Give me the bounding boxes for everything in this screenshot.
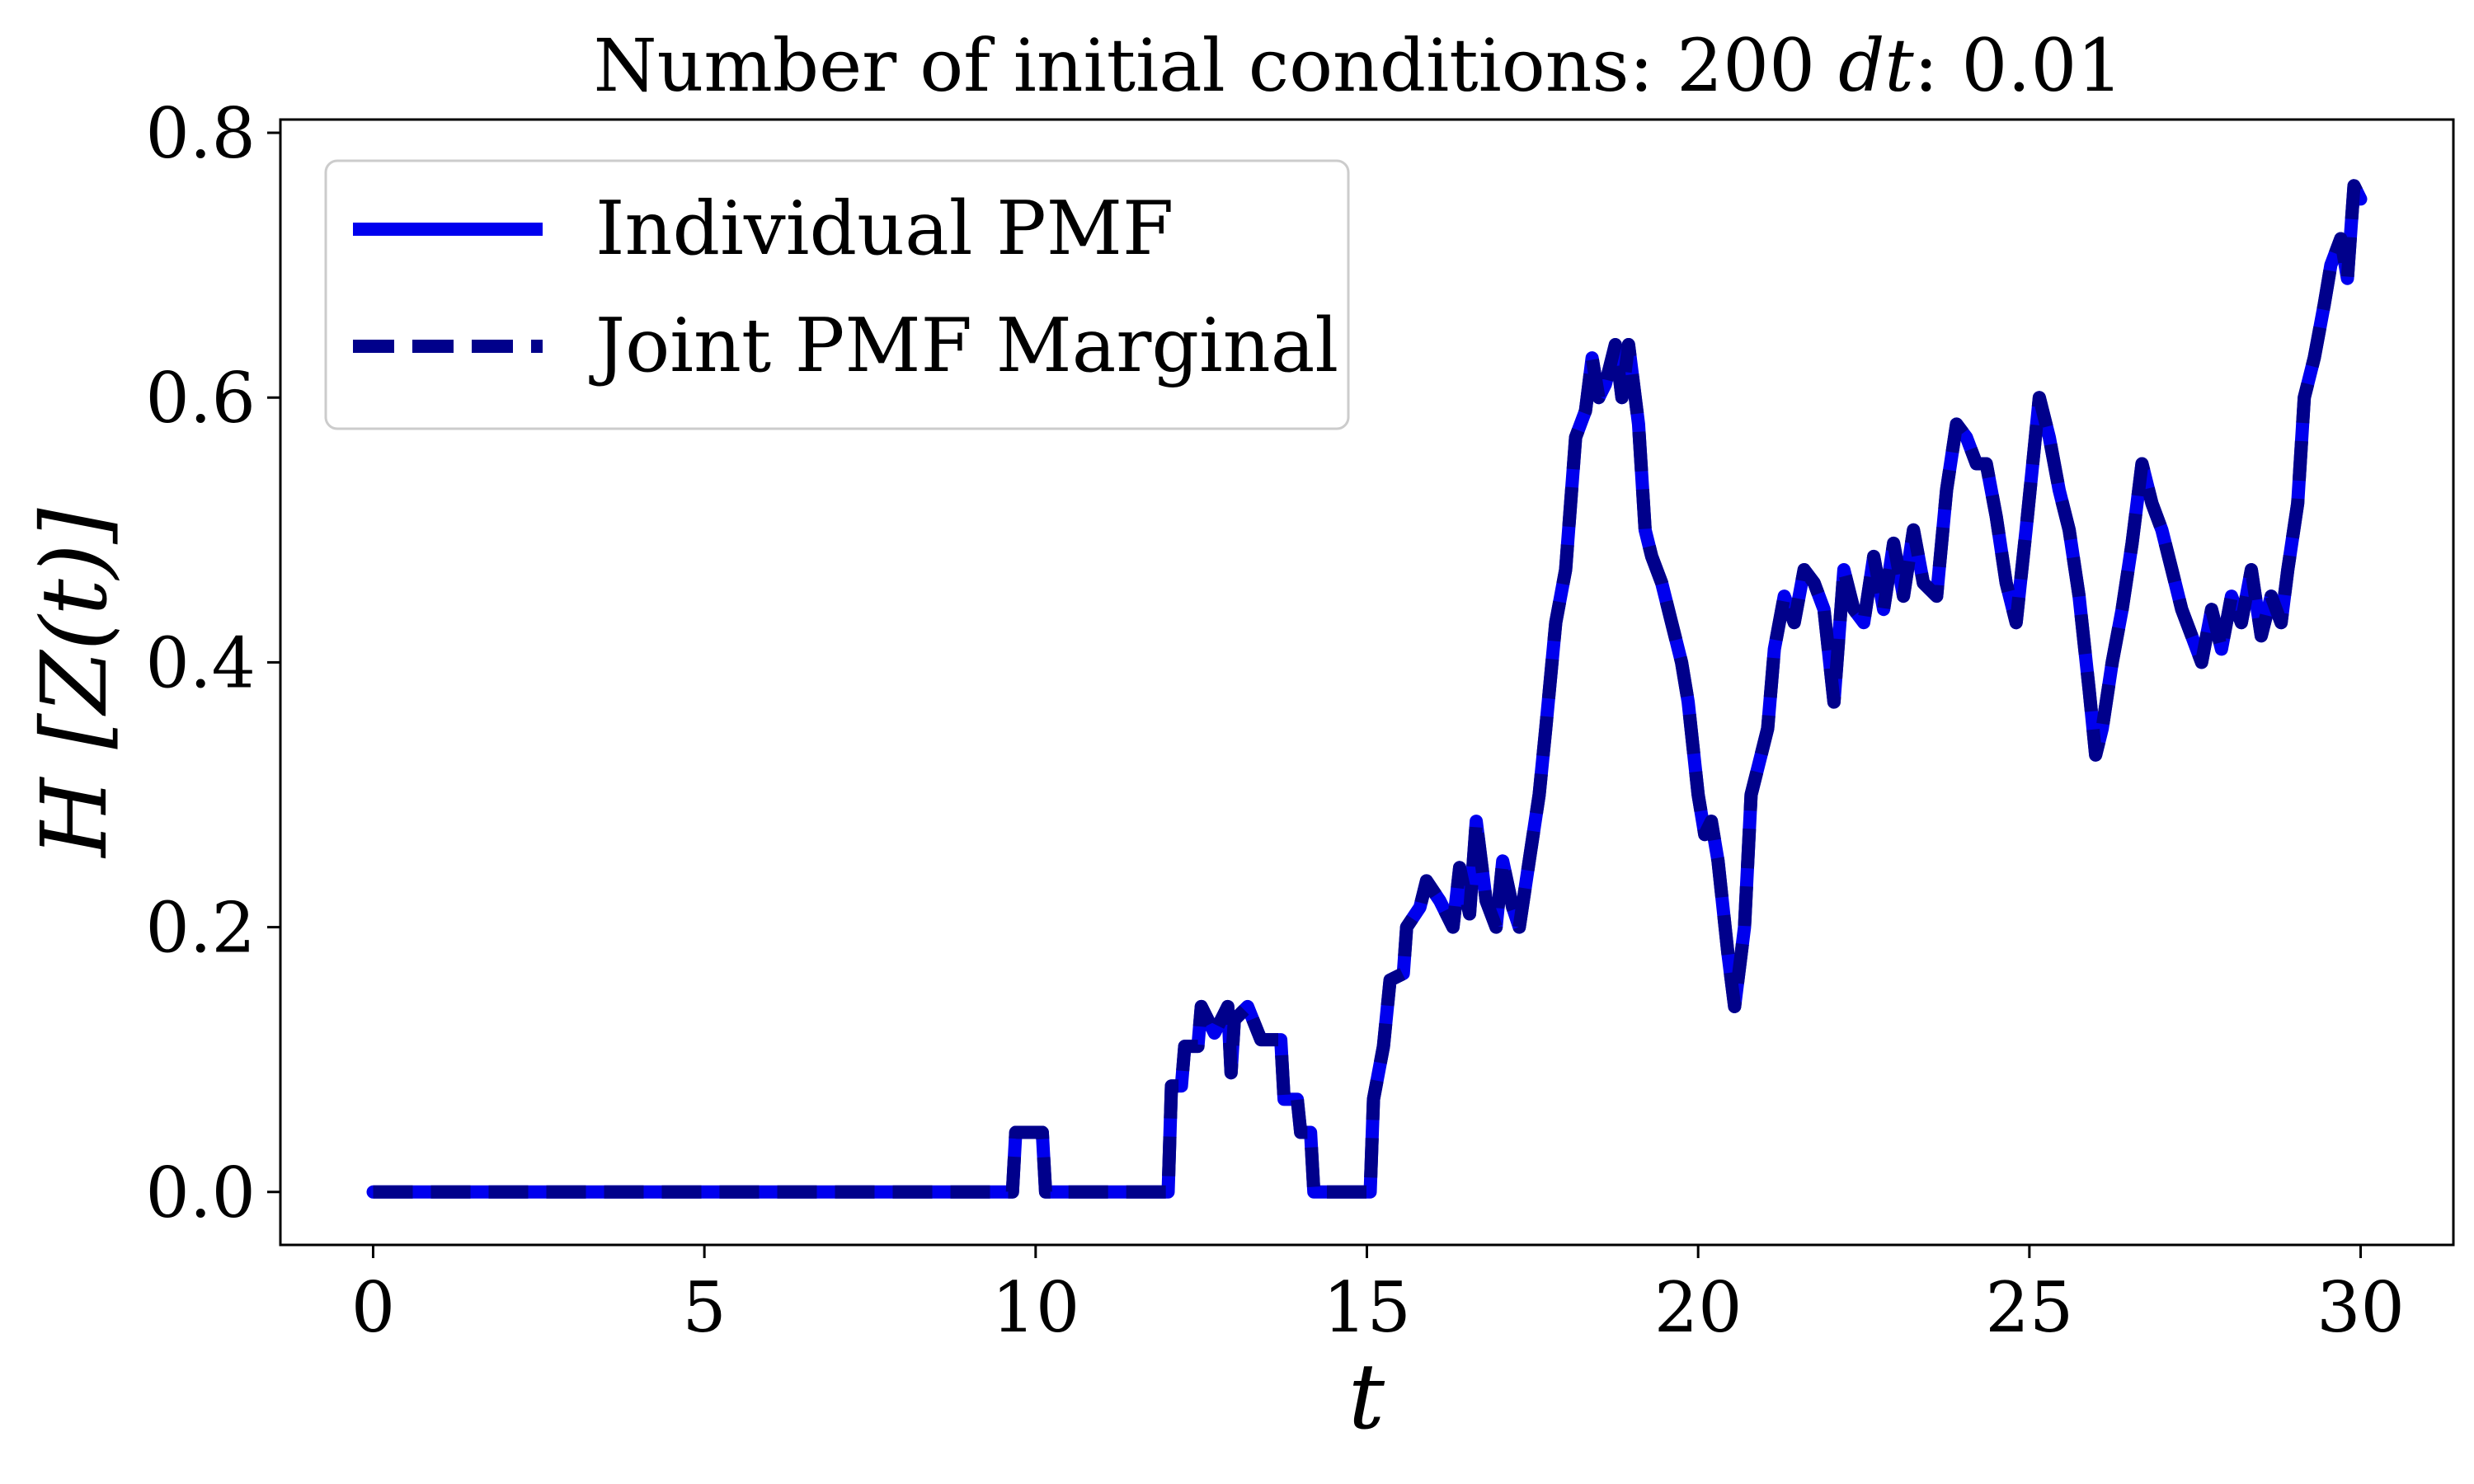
y-axis-label: H [Z(t)] xyxy=(21,507,127,858)
chart-title-var: dt xyxy=(1838,23,1914,108)
x-tick-label: 30 xyxy=(2316,1267,2405,1348)
chart-title-suffix: : 0.01 xyxy=(1914,23,2124,108)
x-tick-label: 20 xyxy=(1654,1267,1743,1348)
chart-title: Number of initial conditions: 200 dt: 0.… xyxy=(594,23,2124,108)
legend-label-individual-pmf: Individual PMF xyxy=(595,186,1174,272)
series-line-joint-pmf-marginal xyxy=(373,179,2367,1199)
series-layer xyxy=(366,179,2368,1199)
y-tick-label: 0.8 xyxy=(145,93,256,174)
x-tick-label: 15 xyxy=(1323,1267,1411,1348)
x-axis-label: t xyxy=(1348,1344,1385,1449)
chart-title-prefix: Number of initial conditions: 200 xyxy=(594,23,1838,108)
y-tick-label: 0.4 xyxy=(145,622,256,703)
y-tick-label: 0.6 xyxy=(145,358,256,439)
y-tick-label: 0.2 xyxy=(145,888,256,969)
plot-frame xyxy=(279,118,2455,1247)
x-tick-label: 10 xyxy=(991,1267,1079,1348)
y-tick-label: 0.0 xyxy=(145,1153,256,1233)
legend-box xyxy=(324,159,1350,430)
legend-label-joint-pmf-marginal: Joint PMF Marginal xyxy=(589,303,1338,389)
x-tick-label: 5 xyxy=(682,1267,726,1348)
x-tick-label: 0 xyxy=(351,1267,395,1348)
x-tick-label: 25 xyxy=(1985,1267,2073,1348)
legend: Individual PMF Joint PMF Marginal xyxy=(324,159,1350,430)
tick-layer: 0 5 10 15 20 25 30 0.0 0.2 0.4 0.6 0.8 xyxy=(145,93,2405,1348)
